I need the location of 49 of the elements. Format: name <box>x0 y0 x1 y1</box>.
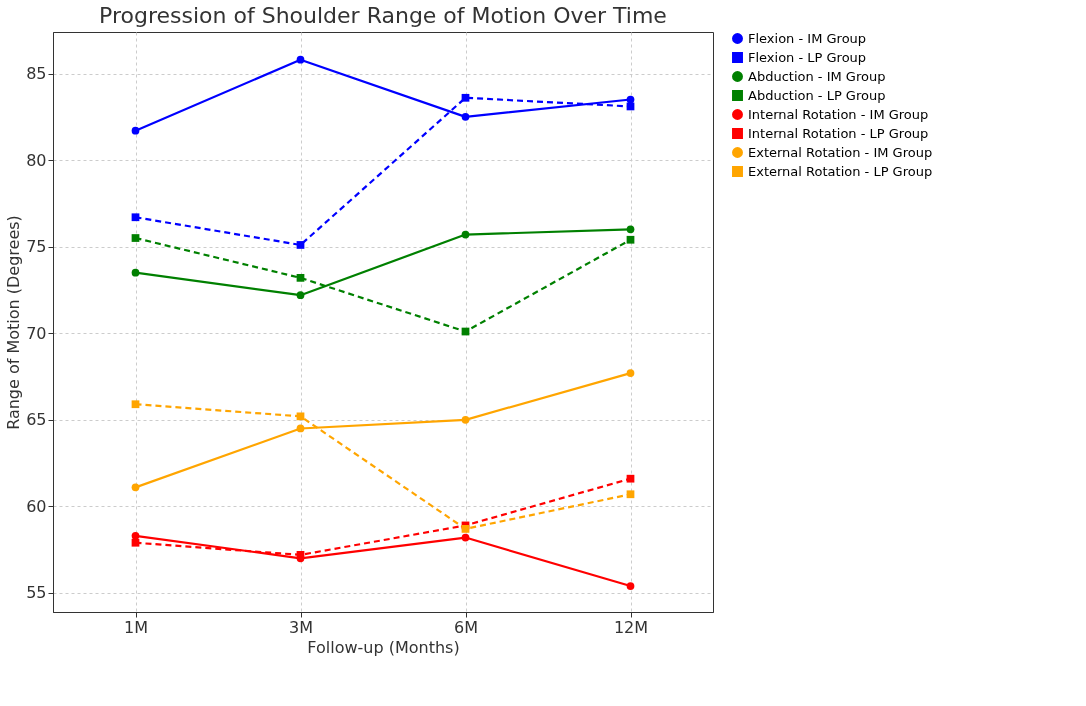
legend-label: External Rotation - IM Group <box>748 144 933 160</box>
point <box>626 95 635 104</box>
point <box>461 230 470 239</box>
point <box>131 483 140 492</box>
legend-label: Abduction - IM Group <box>748 68 886 84</box>
legend-label: Flexion - IM Group <box>748 30 867 46</box>
y-tick-label: 80 <box>26 150 47 170</box>
point <box>461 533 470 542</box>
x-axis-title: Follow-up (Months) <box>307 637 460 657</box>
legend-label: Internal Rotation - LP Group <box>748 125 929 141</box>
point <box>131 234 140 242</box>
point <box>131 126 140 135</box>
point <box>626 582 635 590</box>
y-tick-label: 70 <box>26 323 47 343</box>
legend-label: Flexion - LP Group <box>748 49 867 65</box>
legend-label: Abduction - LP Group <box>748 87 886 103</box>
x-tick-label: 12M <box>613 617 649 637</box>
point <box>296 424 305 433</box>
y-axis-title: Range of Motion (Degrees) <box>4 215 24 430</box>
point <box>131 213 140 222</box>
point <box>131 268 140 277</box>
point <box>626 225 635 234</box>
point <box>461 93 470 102</box>
x-tick-label: 1M <box>124 617 148 637</box>
point <box>296 291 305 300</box>
point <box>626 490 635 499</box>
x-tick-label: 3M <box>289 617 313 637</box>
point <box>626 369 635 377</box>
point <box>461 112 470 121</box>
y-tick-label: 60 <box>26 496 47 516</box>
y-tick-label: 55 <box>26 583 47 603</box>
point <box>131 400 140 409</box>
point <box>461 415 470 424</box>
point <box>131 538 140 547</box>
point <box>296 55 305 64</box>
point <box>461 525 470 533</box>
point <box>296 273 305 282</box>
chart-title: Progression of Shoulder Range of Motion Over Time <box>99 3 667 28</box>
y-tick-label: 75 <box>26 237 47 257</box>
legend-label: External Rotation - LP Group <box>748 163 933 179</box>
y-tick-label: 65 <box>26 410 47 430</box>
point <box>626 474 635 483</box>
point <box>296 241 305 249</box>
legend-label: Internal Rotation - IM Group <box>748 106 929 122</box>
x-tick-label: 6M <box>454 617 478 637</box>
point <box>296 412 305 421</box>
point <box>131 531 140 540</box>
point <box>626 235 635 244</box>
y-tick-label: 85 <box>26 64 47 84</box>
